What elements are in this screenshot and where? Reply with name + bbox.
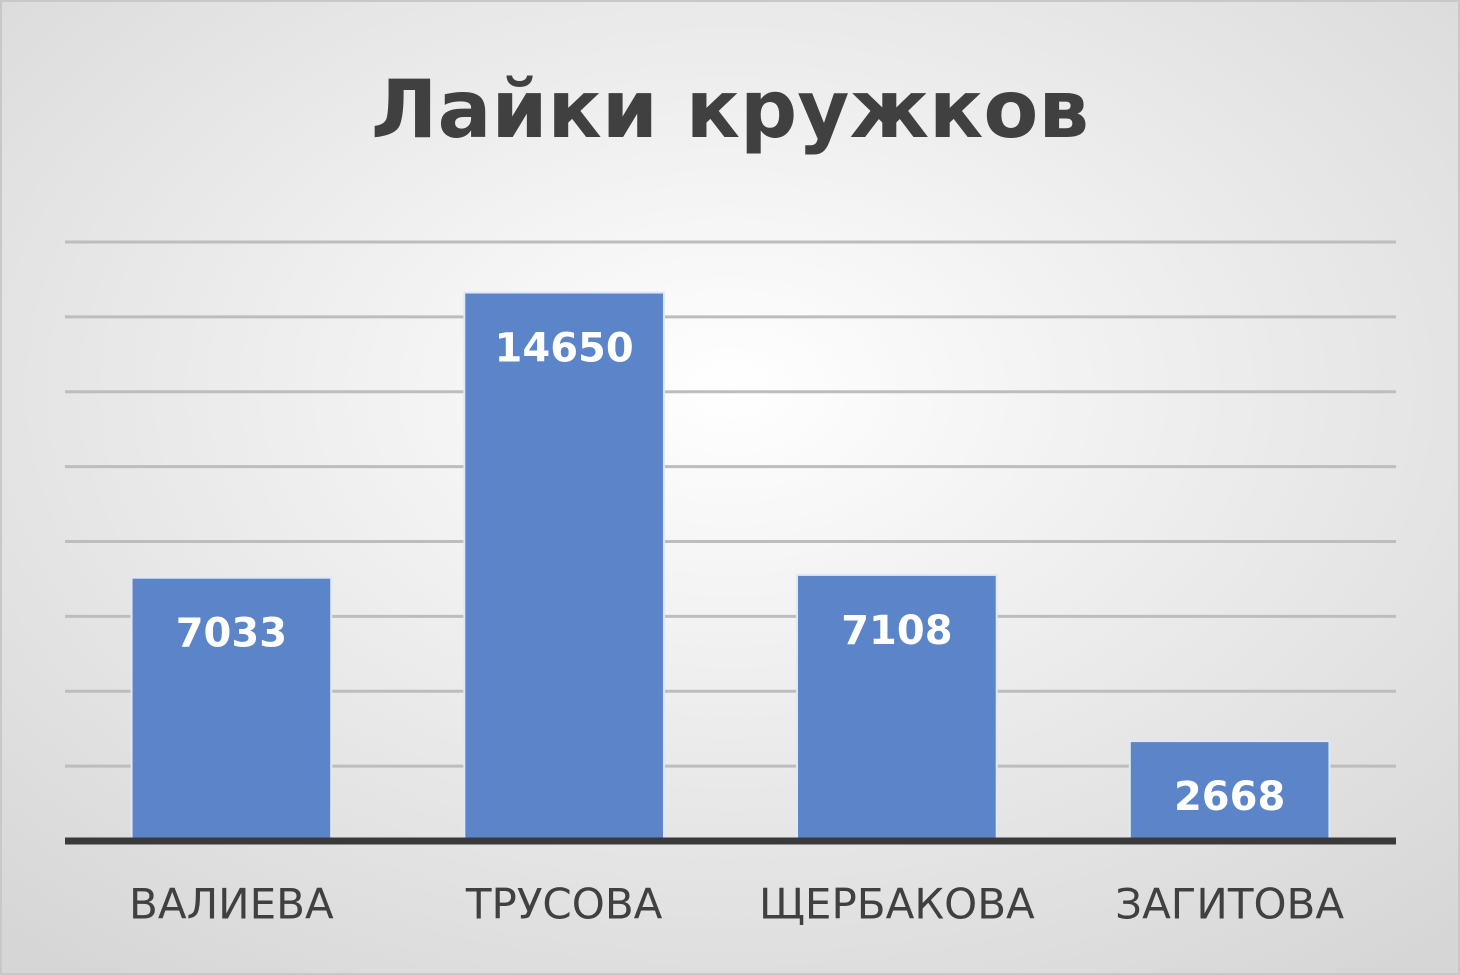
bar — [463, 291, 665, 842]
data-label: 7033 — [176, 611, 287, 657]
data-label: 7108 — [841, 608, 952, 654]
chart-title: Лайки кружков — [371, 63, 1089, 156]
x-tick-label: ЗАГИТОВА — [1115, 880, 1344, 929]
data-label: 14650 — [495, 326, 634, 372]
x-tick-label: ВАЛИЕВА — [129, 880, 334, 929]
data-label: 2668 — [1174, 774, 1285, 820]
x-tick-label: ЩЕРБАКОВА — [759, 880, 1035, 929]
x-tick-label: ТРУСОВА — [465, 880, 663, 929]
